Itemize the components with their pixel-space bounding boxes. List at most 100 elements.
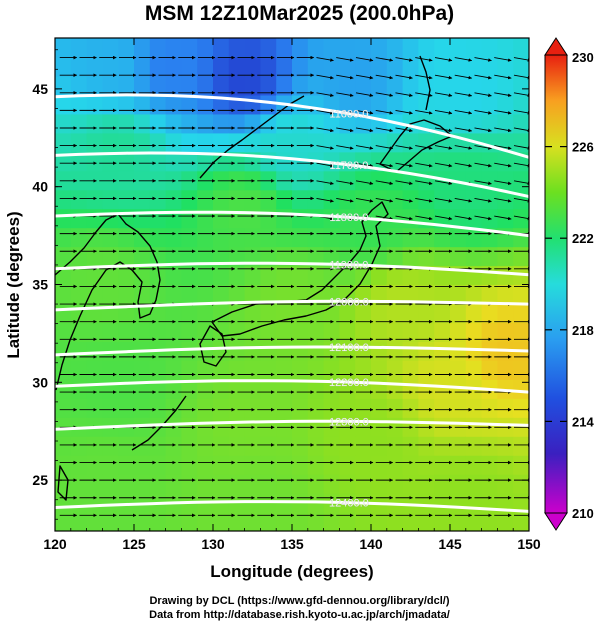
heatmap-cell [386, 436, 404, 456]
heatmap-cell [402, 38, 419, 58]
heatmap-cell [371, 227, 388, 248]
heatmap-cell [355, 75, 372, 96]
heatmap-cell [513, 208, 529, 229]
credit-data-source: Data from http://database.rish.kyoto-u.a… [149, 609, 450, 621]
wind-arrow [454, 197, 473, 203]
heatmap-cell [213, 75, 230, 96]
heatmap-cell [102, 38, 119, 58]
heatmap-cell [70, 227, 88, 248]
heatmap-cell [465, 455, 483, 475]
heatmap-cell [213, 132, 230, 153]
heatmap-cell [418, 436, 435, 456]
heatmap-cell [165, 474, 182, 494]
heatmap-cell [55, 94, 72, 115]
heatmap-cell [118, 474, 135, 494]
heatmap-cell [307, 56, 325, 77]
heatmap-cell [339, 379, 356, 399]
contour-line [55, 379, 529, 394]
heatmap-cell [402, 189, 419, 210]
heatmap-cell [513, 360, 529, 380]
contour-line [55, 500, 529, 513]
heatmap-cell [228, 360, 246, 380]
heatmap-cell [355, 38, 372, 58]
heatmap-cell [260, 360, 277, 380]
wind-arrow [415, 74, 433, 80]
contour-line [55, 299, 529, 312]
heatmap-cell [323, 132, 340, 153]
heatmap-cell [260, 189, 277, 210]
heatmap-cell [70, 151, 88, 172]
heatmap-cell [181, 189, 198, 210]
heatmap-cell [165, 113, 182, 134]
heatmap-cell [323, 436, 340, 456]
heatmap-cell [244, 474, 261, 494]
heatmap-cell [102, 284, 119, 305]
heatmap-cell [323, 265, 340, 286]
heatmap-cell [465, 56, 483, 77]
heatmap-cell [165, 436, 182, 456]
heatmap-cell [481, 151, 498, 172]
heatmap-cell [260, 227, 277, 248]
heatmap-cell [70, 379, 88, 399]
heatmap-cell [386, 284, 404, 305]
heatmap-cell [197, 303, 214, 324]
heatmap-cell [323, 189, 340, 210]
heatmap-cell [86, 512, 103, 531]
contour-label: 11600.0 [329, 109, 368, 121]
heatmap-cell [276, 303, 293, 324]
heatmap-cell [260, 56, 277, 77]
heatmap-cell [70, 341, 88, 361]
y-tick-label: 45 [32, 81, 48, 97]
heatmap-cell [434, 493, 451, 513]
heatmap-cell [418, 493, 435, 513]
wind-arrow [454, 215, 473, 221]
wind-arrow [434, 215, 453, 221]
heatmap-cell [149, 113, 167, 134]
heatmap-cell [465, 284, 483, 305]
wind-arrow [434, 127, 453, 133]
heatmap-cell [402, 512, 419, 531]
x-tick-label: 140 [359, 536, 383, 552]
heatmap-cell [339, 436, 356, 456]
heatmap-cell [181, 455, 198, 475]
colorbar-tick-label: 226 [572, 140, 594, 155]
wind-arrow [375, 162, 394, 168]
heatmap-cell [513, 474, 529, 494]
heatmap-cell [181, 303, 198, 324]
wind-arrow [355, 92, 374, 97]
heatmap-cell [165, 512, 182, 531]
heatmap-cell [149, 56, 167, 77]
heatmap-cell [197, 379, 214, 399]
heatmap-cell [260, 151, 277, 172]
heatmap-cell [339, 113, 356, 134]
heatmap-cell [118, 284, 135, 305]
heatmap-cell [513, 75, 529, 96]
heatmap-cell [481, 246, 498, 267]
heatmap-cell [276, 284, 293, 305]
heatmap-cell [513, 398, 529, 418]
heatmap-cell [402, 474, 419, 494]
heatmap-cell [307, 75, 325, 96]
colorbar: 210 214 218 222 226 230 [544, 37, 594, 531]
heatmap-cell [181, 75, 198, 96]
heatmap-cell [386, 75, 404, 96]
heatmap-cell [165, 189, 182, 210]
heatmap-cell [450, 75, 467, 96]
heatmap-cell [434, 38, 451, 58]
heatmap-cell [450, 151, 467, 172]
heatmap-cell [355, 360, 372, 380]
heatmap-cell [165, 56, 182, 77]
heatmap-cell [465, 151, 483, 172]
heatmap-cell [465, 436, 483, 456]
wind-arrow [415, 197, 433, 203]
heatmap-cell [134, 398, 151, 418]
wind-arrow [375, 197, 394, 203]
heatmap-cell [386, 303, 404, 324]
heatmap-cell [450, 436, 467, 456]
heatmap-cell [513, 132, 529, 153]
wind-arrow [513, 92, 529, 97]
wind-arrow [395, 197, 413, 203]
heatmap-cell [244, 38, 261, 58]
heatmap-cell [402, 75, 419, 96]
heatmap-cell [339, 94, 356, 115]
